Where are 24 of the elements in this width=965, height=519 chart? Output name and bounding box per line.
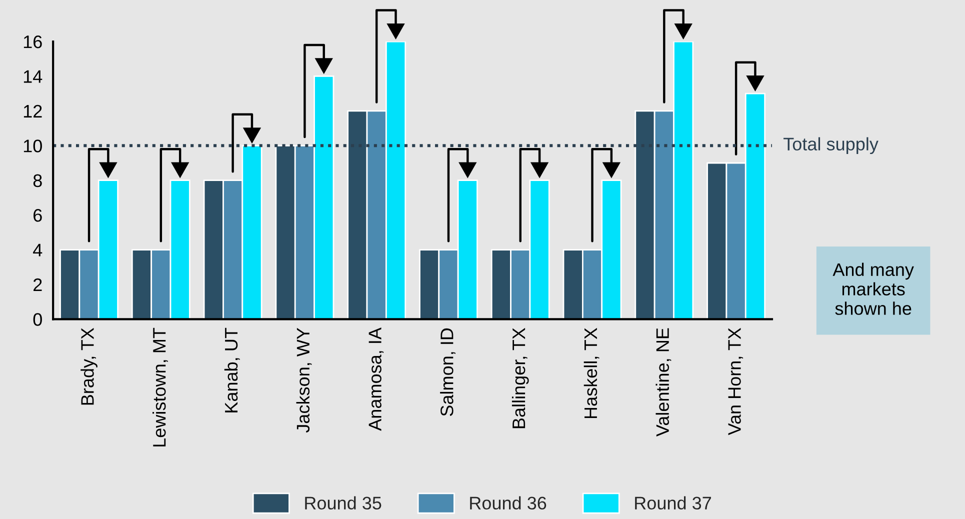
y-tick-label: 8 — [33, 174, 42, 188]
x-tick-label: Anamosa, IA — [368, 328, 384, 431]
y-tick-label: 2 — [34, 278, 42, 292]
y-tick-label: 4 — [33, 244, 42, 256]
text: And many markets shown he — [832, 262, 914, 315]
y-tick-label: 12 — [24, 104, 42, 118]
x-tick-label: Haskell, TX — [584, 328, 600, 418]
x-tick-label: Valentine, NE — [656, 328, 672, 437]
x-tick-label: Kanab, UT — [224, 328, 240, 412]
y-tick-label: 14 — [24, 70, 42, 83]
x-tick-label: Van Horn, TX — [728, 328, 744, 436]
legend-label: Round 37 — [635, 496, 711, 510]
y-tick-label: 0 — [33, 313, 42, 326]
y-tick-label: 6 — [34, 208, 42, 222]
x-tick-label: Jackson, WY — [296, 328, 312, 433]
legend-label: Round 35 — [305, 496, 382, 510]
y-tick-label: 10 — [24, 140, 42, 152]
x-tick-label: Lewistown, MT — [152, 328, 168, 446]
ref-line-label: Total supply — [784, 137, 878, 154]
x-tick-label: Ballinger, TX — [512, 328, 529, 428]
legend-label: Round 36 — [470, 496, 546, 510]
x-tick-label: Brady, TX — [80, 328, 98, 405]
y-tick-label: 16 — [24, 35, 42, 48]
x-tick-label: Salmon, ID — [440, 328, 456, 416]
